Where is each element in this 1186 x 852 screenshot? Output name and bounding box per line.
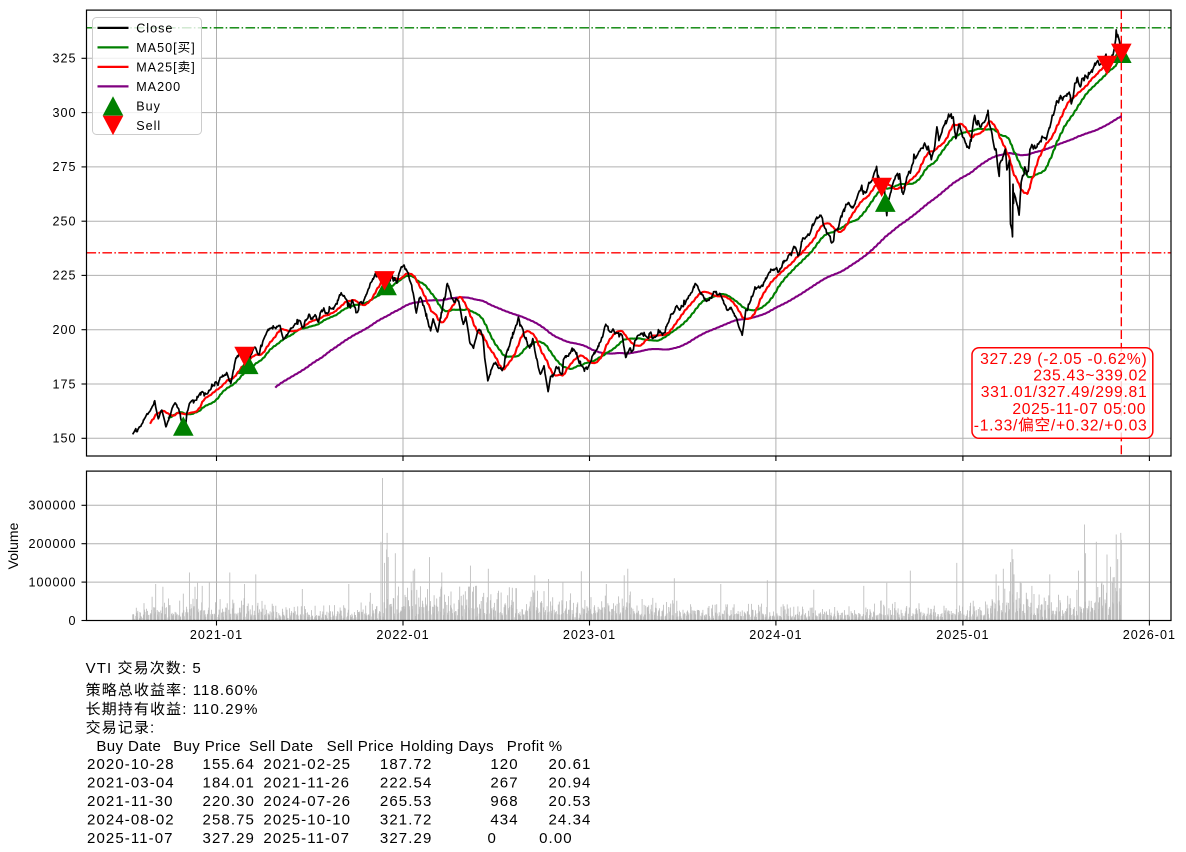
svg-text:]: ] — [191, 60, 196, 74]
svg-text:235.43~339.02: 235.43~339.02 — [1033, 367, 1147, 384]
svg-text:331.01/327.49/299.81: 331.01/327.49/299.81 — [981, 384, 1148, 401]
svg-text:Close: Close — [136, 21, 173, 35]
svg-text:24.34: 24.34 — [548, 811, 591, 828]
svg-text:Buy: Buy — [136, 99, 161, 113]
svg-text:2021-11-26: 2021-11-26 — [263, 775, 350, 792]
svg-text:258.75: 258.75 — [203, 811, 255, 828]
svg-text:2023-01: 2023-01 — [563, 628, 616, 642]
svg-text:267: 267 — [490, 775, 518, 792]
svg-text:2024-01: 2024-01 — [749, 628, 802, 642]
svg-text:2024-07-26: 2024-07-26 — [263, 793, 351, 810]
svg-text:120: 120 — [490, 756, 518, 773]
svg-text:/+0.32/+0.03: /+0.32/+0.03 — [1051, 417, 1148, 434]
svg-text:184.01: 184.01 — [203, 775, 255, 792]
svg-text:0: 0 — [68, 614, 76, 628]
svg-text:Buy Date: Buy Date — [96, 738, 161, 755]
svg-text:]: ] — [191, 41, 196, 55]
svg-text:175: 175 — [52, 377, 76, 391]
svg-text:2025-01: 2025-01 — [936, 628, 989, 642]
svg-text:2025-11-07: 2025-11-07 — [263, 830, 350, 847]
svg-text:275: 275 — [52, 160, 76, 174]
svg-text:2021-01: 2021-01 — [190, 628, 243, 642]
svg-text:2020-10-28: 2020-10-28 — [87, 756, 175, 773]
svg-text:265.53: 265.53 — [380, 793, 432, 810]
svg-text:325: 325 — [52, 52, 76, 66]
svg-text:225: 225 — [52, 269, 76, 283]
svg-text:968: 968 — [490, 793, 518, 810]
svg-text:0.00: 0.00 — [539, 830, 573, 847]
svg-text:300000: 300000 — [28, 499, 76, 513]
svg-text:Buy Price: Buy Price — [173, 738, 241, 755]
svg-text:0: 0 — [488, 830, 497, 847]
svg-text:250: 250 — [52, 215, 76, 229]
svg-text:2025-11-07: 2025-11-07 — [87, 830, 174, 847]
svg-text:20.61: 20.61 — [548, 756, 591, 773]
svg-text:2025-11-07 05:00: 2025-11-07 05:00 — [1012, 401, 1146, 418]
svg-text:200000: 200000 — [28, 537, 76, 551]
svg-text:155.64: 155.64 — [203, 756, 255, 773]
svg-text:Volume: Volume — [5, 522, 21, 569]
svg-text:Holding Days: Holding Days — [400, 738, 494, 755]
svg-text:-1.33/: -1.33/ — [974, 417, 1018, 434]
svg-text:187.72: 187.72 — [380, 756, 432, 773]
svg-text:20.94: 20.94 — [548, 775, 591, 792]
svg-text:222.54: 222.54 — [380, 775, 432, 792]
svg-text:2026-01: 2026-01 — [1123, 628, 1176, 642]
svg-text:MA200: MA200 — [136, 80, 181, 94]
svg-text:2021-03-04: 2021-03-04 — [87, 775, 175, 792]
svg-text:Profit %: Profit % — [507, 738, 563, 755]
svg-text:MA25[: MA25[ — [136, 60, 177, 74]
svg-text:2021-02-25: 2021-02-25 — [263, 756, 351, 773]
svg-text:VTI: VTI — [86, 660, 113, 677]
svg-text:434: 434 — [490, 811, 518, 828]
svg-text:327.29 (-2.05 -0.62%): 327.29 (-2.05 -0.62%) — [980, 351, 1147, 368]
svg-text:Sell Date: Sell Date — [249, 738, 313, 755]
svg-text:Sell: Sell — [136, 119, 161, 133]
svg-text:2024-08-02: 2024-08-02 — [87, 811, 175, 828]
svg-text:2021-11-30: 2021-11-30 — [87, 793, 174, 810]
svg-text:321.72: 321.72 — [380, 811, 432, 828]
svg-text::: : — [150, 720, 155, 737]
svg-text:2022-01: 2022-01 — [376, 628, 429, 642]
svg-text:327.29: 327.29 — [203, 830, 255, 847]
svg-text:: 118.60%: : 118.60% — [182, 682, 258, 699]
svg-text:200: 200 — [52, 323, 76, 337]
svg-text:: 5: : 5 — [182, 660, 202, 677]
svg-text:220.30: 220.30 — [203, 793, 255, 810]
svg-text:300: 300 — [52, 106, 76, 120]
svg-text:150: 150 — [52, 432, 76, 446]
svg-text:20.53: 20.53 — [548, 793, 591, 810]
svg-text:327.29: 327.29 — [380, 830, 432, 847]
svg-text:: 110.29%: : 110.29% — [182, 701, 258, 718]
svg-text:MA50[: MA50[ — [136, 41, 177, 55]
svg-text:Sell Price: Sell Price — [327, 738, 394, 755]
svg-text:2025-10-10: 2025-10-10 — [263, 811, 351, 828]
svg-text:100000: 100000 — [28, 575, 76, 589]
